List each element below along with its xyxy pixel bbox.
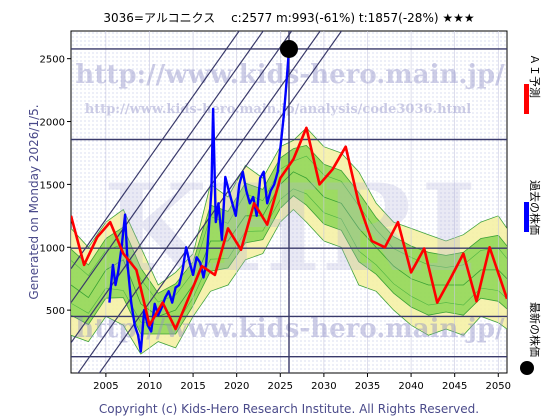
x-tick-label-2030: 2030 <box>311 381 336 392</box>
series-history-line <box>108 48 291 353</box>
legend-swatch-0 <box>524 84 529 114</box>
watermark-url-main: http://www.kids-hero.main.jp/ <box>75 60 505 90</box>
series-lines <box>71 48 507 353</box>
x-tick-label-2040: 2040 <box>398 381 423 392</box>
x-tick-label-2035: 2035 <box>355 381 380 392</box>
legend-label-2: 最新の株価 <box>528 302 542 357</box>
copyright-text: Copyright (c) Kids-Hero Research Institu… <box>99 402 479 416</box>
y-tick-label-1500: 1500 <box>40 180 65 191</box>
legend-label-1: 過去の株価 <box>528 180 542 235</box>
legend-label-0: ＡＩ予測 <box>528 54 542 98</box>
x-tick-label-2010: 2010 <box>137 381 162 392</box>
series-prediction-line <box>71 126 507 331</box>
band-edge-4 <box>71 195 507 335</box>
channel-line-3 <box>71 31 264 303</box>
band-edge-0 <box>71 127 507 286</box>
x-axis: 2005 2010 2015 2020 2025 2030 2035 2040 2045 2050 <box>93 373 511 392</box>
legend-swatch-1 <box>524 202 529 232</box>
legend-swatch-2 <box>520 361 534 375</box>
y-axis: 500 1000 1500 2000 2500 <box>40 55 71 317</box>
chart-title: 3036=アルコニクス c:2577 m:993(-61%) t:1857(-2… <box>103 11 474 25</box>
x-tick-label-2005: 2005 <box>93 381 118 392</box>
x-tick-label-2050: 2050 <box>486 381 511 392</box>
y-tick-label-2000: 2000 <box>40 118 65 129</box>
y-tick-label-2500: 2500 <box>40 55 65 66</box>
watermark-url-analysis: http://www.kids-hero.main.jp/analysis/co… <box>85 102 472 117</box>
x-tick-label-2045: 2045 <box>442 381 467 392</box>
x-tick-label-2020: 2020 <box>224 381 249 392</box>
x-tick-label-2025: 2025 <box>268 381 293 392</box>
latest-price-marker-group <box>280 39 298 58</box>
watermark-logo: KHRI <box>103 158 477 299</box>
y-tick-label-1000: 1000 <box>40 243 65 254</box>
channel-line-4 <box>71 31 240 269</box>
generated-date-label: Generated on Monday 2026/1/5. <box>27 104 41 299</box>
latest-price-marker <box>280 39 298 58</box>
prediction-band-area <box>71 127 507 355</box>
x-tick-label-2015: 2015 <box>180 381 205 392</box>
band-edge-1 <box>71 208 507 355</box>
y-tick-label-500: 500 <box>46 306 65 317</box>
